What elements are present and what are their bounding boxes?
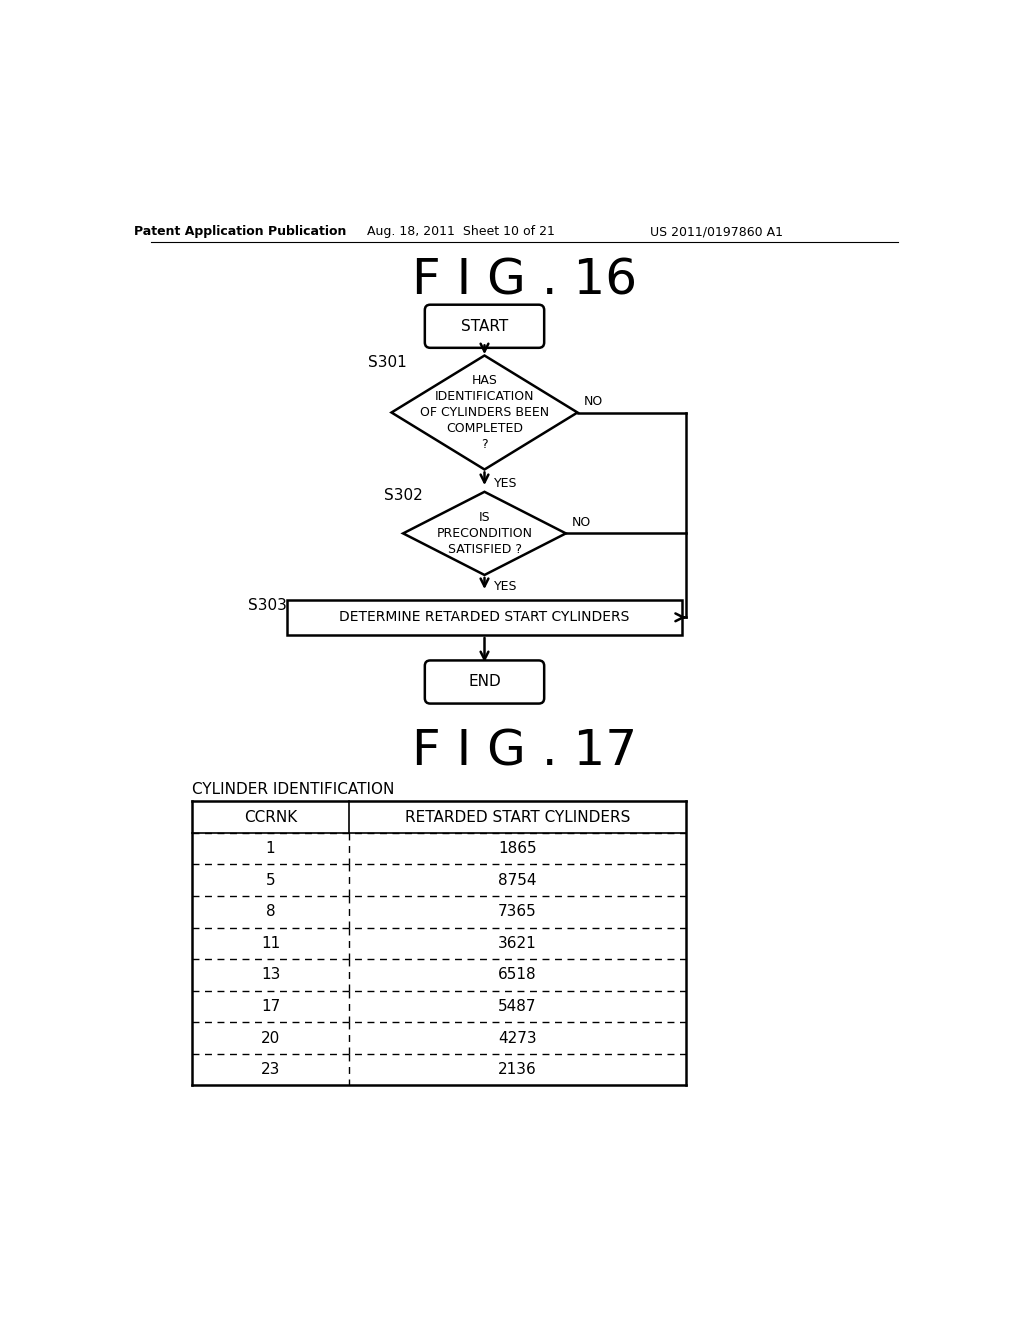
Text: NO: NO <box>584 395 603 408</box>
Text: S301: S301 <box>369 355 407 370</box>
Text: F I G . 17: F I G . 17 <box>413 727 637 775</box>
Text: NO: NO <box>572 516 591 529</box>
Text: CCRNK: CCRNK <box>244 809 297 825</box>
Text: 4273: 4273 <box>498 1031 537 1045</box>
Text: 5487: 5487 <box>499 999 537 1014</box>
Text: 5: 5 <box>266 873 275 888</box>
Text: 1: 1 <box>266 841 275 857</box>
Text: 20: 20 <box>261 1031 281 1045</box>
Text: HAS
IDENTIFICATION
OF CYLINDERS BEEN
COMPLETED
?: HAS IDENTIFICATION OF CYLINDERS BEEN COM… <box>420 374 549 451</box>
Text: 17: 17 <box>261 999 281 1014</box>
Text: DETERMINE RETARDED START CYLINDERS: DETERMINE RETARDED START CYLINDERS <box>339 610 630 624</box>
Text: 8754: 8754 <box>499 873 537 888</box>
Text: 6518: 6518 <box>498 968 537 982</box>
Text: YES: YES <box>494 477 517 490</box>
Bar <box>287 599 682 635</box>
Text: END: END <box>468 675 501 689</box>
Text: YES: YES <box>494 579 517 593</box>
Text: 11: 11 <box>261 936 281 950</box>
FancyBboxPatch shape <box>425 305 544 348</box>
Text: S303: S303 <box>248 598 287 614</box>
Text: RETARDED START CYLINDERS: RETARDED START CYLINDERS <box>404 809 630 825</box>
Text: 2136: 2136 <box>498 1063 537 1077</box>
Text: S302: S302 <box>384 488 423 503</box>
Text: START: START <box>461 318 508 334</box>
Text: 1865: 1865 <box>498 841 537 857</box>
Text: Aug. 18, 2011  Sheet 10 of 21: Aug. 18, 2011 Sheet 10 of 21 <box>368 224 555 238</box>
Text: F I G . 16: F I G . 16 <box>413 256 637 304</box>
Text: 7365: 7365 <box>498 904 537 919</box>
Text: 13: 13 <box>261 968 281 982</box>
Text: CYLINDER IDENTIFICATION: CYLINDER IDENTIFICATION <box>193 783 394 797</box>
Text: IS
PRECONDITION
SATISFIED ?: IS PRECONDITION SATISFIED ? <box>436 511 532 556</box>
Text: 3621: 3621 <box>498 936 537 950</box>
FancyBboxPatch shape <box>425 660 544 704</box>
Text: US 2011/0197860 A1: US 2011/0197860 A1 <box>650 224 783 238</box>
Text: 8: 8 <box>266 904 275 919</box>
Text: 23: 23 <box>261 1063 281 1077</box>
Text: Patent Application Publication: Patent Application Publication <box>134 224 346 238</box>
